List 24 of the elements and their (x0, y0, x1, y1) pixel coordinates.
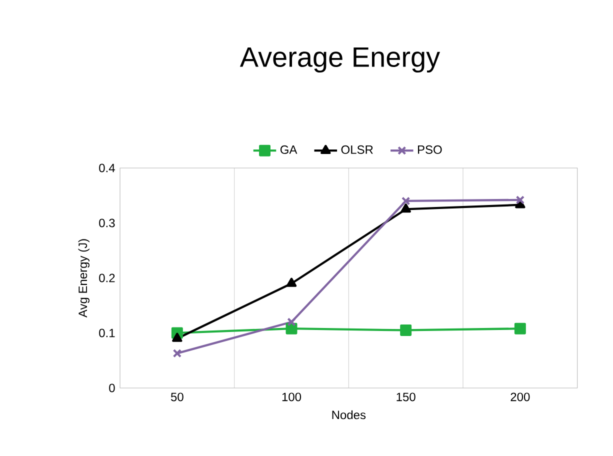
point (400, 324, 412, 336)
x-axis-title: Nodes (332, 410, 366, 420)
y-tick-label: 0.1 (99, 328, 115, 338)
point (400, 204, 411, 213)
point (401, 196, 410, 206)
x-tick-label: 50 (170, 392, 184, 402)
y-tick-label: 0.3 (99, 218, 115, 228)
point (514, 322, 526, 334)
point (287, 318, 296, 326)
point (172, 332, 182, 342)
point (286, 278, 297, 287)
x-tick-label: 100 (282, 392, 302, 402)
y-tick-label: 0 (109, 384, 115, 392)
y-tick-label: 0.2 (99, 274, 115, 282)
y-axis-title: Avg Energy (J) (78, 239, 90, 318)
point (516, 196, 525, 204)
x-tick-label: 200 (510, 392, 530, 402)
chart-title: Average Energy (240, 47, 440, 73)
x-tick-label: 150 (396, 392, 416, 402)
y-tick-label: 0.4 (99, 164, 115, 172)
legend-label: OLSR (341, 145, 373, 154)
legend-label: GA (280, 145, 298, 154)
legend-label: PSO (418, 145, 442, 154)
point (172, 348, 182, 358)
